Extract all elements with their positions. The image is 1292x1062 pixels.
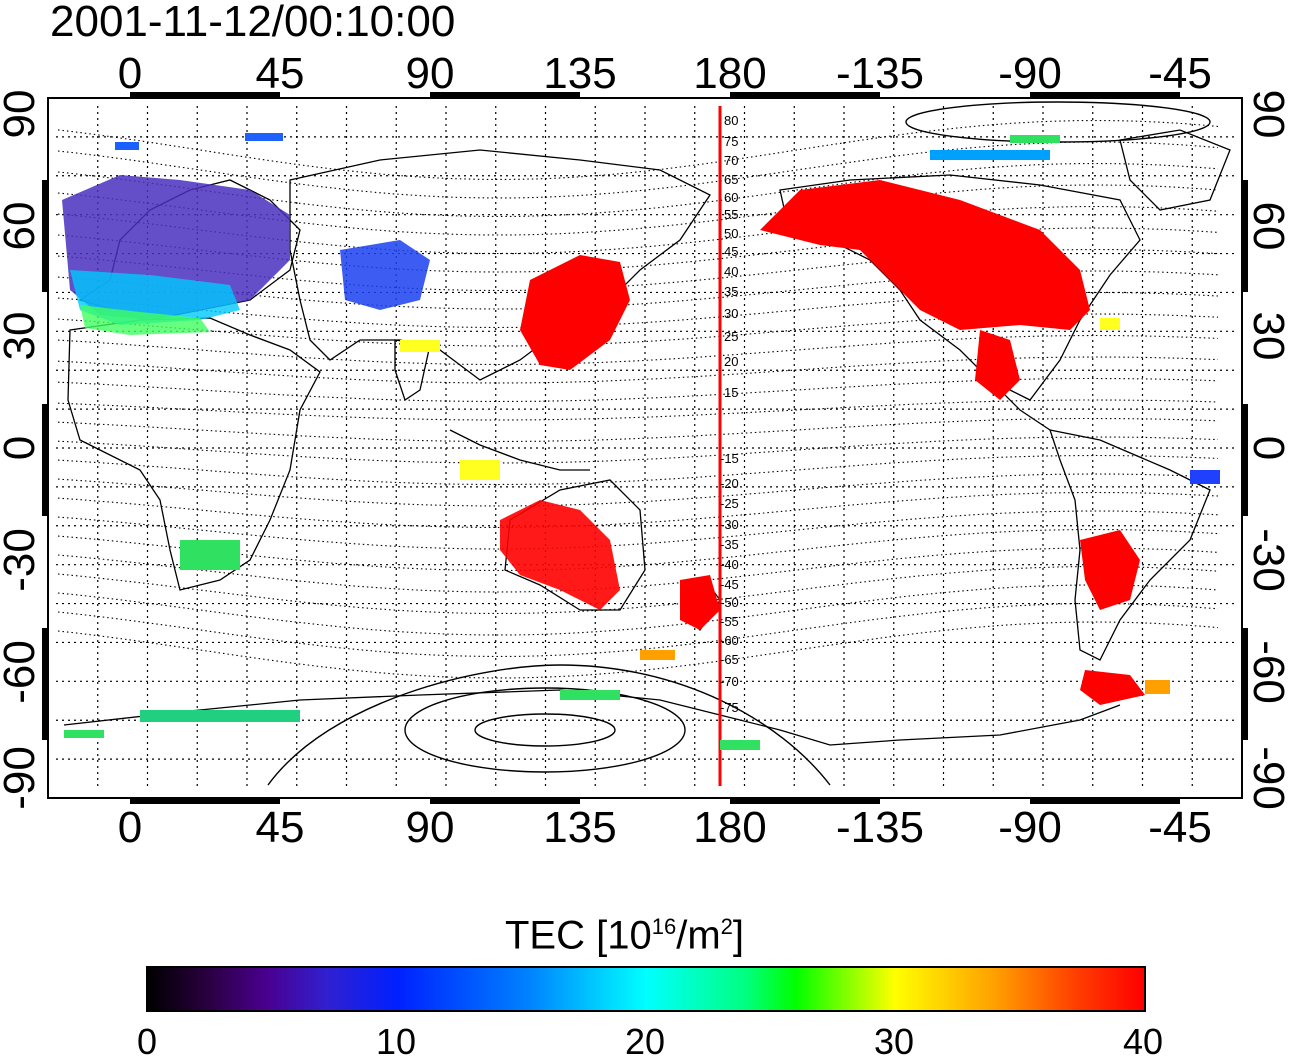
contour-label-north: 70 bbox=[724, 153, 738, 168]
colorbar bbox=[146, 966, 1146, 1012]
contour-line bbox=[57, 602, 1219, 658]
contour-label-north: 25 bbox=[724, 329, 738, 344]
contour-label-north: 30 bbox=[724, 306, 738, 321]
contour-line bbox=[57, 399, 1219, 421]
contour-line bbox=[57, 417, 1219, 443]
bottom-lon-tick-m45: -45 bbox=[1148, 803, 1212, 852]
contour-line bbox=[57, 565, 1219, 615]
top-lon-tick-0: 0 bbox=[117, 49, 143, 98]
contour-label-north: 50 bbox=[724, 226, 738, 241]
contour-line bbox=[57, 621, 1219, 679]
contour-label-south: -40 bbox=[720, 557, 739, 572]
contour-label-south: -25 bbox=[720, 496, 739, 511]
contour-label-south: -30 bbox=[720, 517, 739, 532]
contour-label-north: 55 bbox=[724, 207, 738, 222]
bottom-lon-tick-45: 45 bbox=[255, 803, 305, 852]
top-lon-tick-180: 180 bbox=[693, 49, 767, 98]
contour-label-north: 15 bbox=[724, 385, 738, 400]
top-lon-tick-45: 45 bbox=[255, 49, 305, 98]
contour-label-south: -35 bbox=[720, 537, 739, 552]
contour-line bbox=[57, 436, 1219, 464]
bottom-lon-tick-90: 90 bbox=[405, 803, 455, 852]
contour-line bbox=[57, 356, 1219, 384]
colorbar-tick-40: 40 bbox=[1122, 1021, 1164, 1062]
contour-line bbox=[57, 547, 1219, 593]
top-lon-tick-90: 90 bbox=[405, 49, 455, 98]
contour-label-south: -50 bbox=[720, 595, 739, 610]
contour-label-south: -60 bbox=[720, 633, 739, 648]
contour-line bbox=[57, 491, 1219, 529]
top-lon-tick-m45: -45 bbox=[1148, 49, 1212, 98]
contour-line bbox=[57, 473, 1219, 507]
contour-label-south: -15 bbox=[720, 451, 739, 466]
contour-line bbox=[57, 510, 1219, 550]
contour-label-north: 80 bbox=[724, 113, 738, 128]
contour-line bbox=[57, 141, 1219, 199]
bottom-lon-tick-180: 180 bbox=[693, 803, 767, 852]
contour-label-south: -70 bbox=[720, 674, 739, 689]
colorbar-tick-20: 20 bbox=[624, 1021, 666, 1062]
contour-label-north: 40 bbox=[724, 264, 738, 279]
contour-label-south: -65 bbox=[720, 652, 739, 667]
contour-line bbox=[57, 291, 1219, 329]
contour-label-north: 65 bbox=[724, 172, 738, 187]
contour-label-north: 60 bbox=[724, 190, 738, 205]
contour-label-south: -45 bbox=[720, 577, 739, 592]
contour-line bbox=[57, 334, 1219, 366]
contour-label-north: 35 bbox=[724, 284, 738, 299]
colorbar-title: TEC [1016/m2] bbox=[505, 913, 745, 958]
contour-line bbox=[57, 377, 1219, 403]
top-lon-tick-m135: -135 bbox=[835, 49, 925, 98]
colorbar-tick-30: 30 bbox=[873, 1021, 915, 1062]
contour-line bbox=[57, 584, 1219, 636]
polar-contours bbox=[267, 101, 1211, 786]
bottom-lon-tick-m90: -90 bbox=[998, 803, 1062, 852]
contour-label-south: -75 bbox=[720, 700, 739, 715]
map-timestamp: 2001-11-12/00:10:00 bbox=[50, 0, 456, 46]
contour-line bbox=[57, 528, 1219, 572]
top-lon-tick-m90: -90 bbox=[998, 49, 1062, 98]
contour-label-north: 75 bbox=[724, 134, 738, 149]
bottom-lon-tick-m135: -135 bbox=[835, 803, 925, 852]
tec-data-cells bbox=[62, 133, 1220, 750]
contour-label-south: -55 bbox=[720, 614, 739, 629]
top-lon-tick-135: 135 bbox=[543, 49, 617, 98]
contour-line bbox=[57, 454, 1219, 486]
colorbar-tick-0: 0 bbox=[136, 1021, 158, 1062]
bottom-lon-tick-135: 135 bbox=[543, 803, 617, 852]
contour-label-north: 45 bbox=[724, 244, 738, 259]
contour-label-south: -20 bbox=[720, 476, 739, 491]
contour-labels: 80 75 70 65 60 55 50 45 40 35 30 25 20 15 -15 -20 -25 -30… bbox=[720, 113, 739, 715]
axis-bars bbox=[42, 92, 1248, 804]
contour-line bbox=[57, 119, 1219, 181]
bottom-lon-tick-0: 0 bbox=[117, 803, 143, 852]
colorbar-tick-10: 10 bbox=[375, 1021, 417, 1062]
contour-label-north: 20 bbox=[724, 354, 738, 369]
